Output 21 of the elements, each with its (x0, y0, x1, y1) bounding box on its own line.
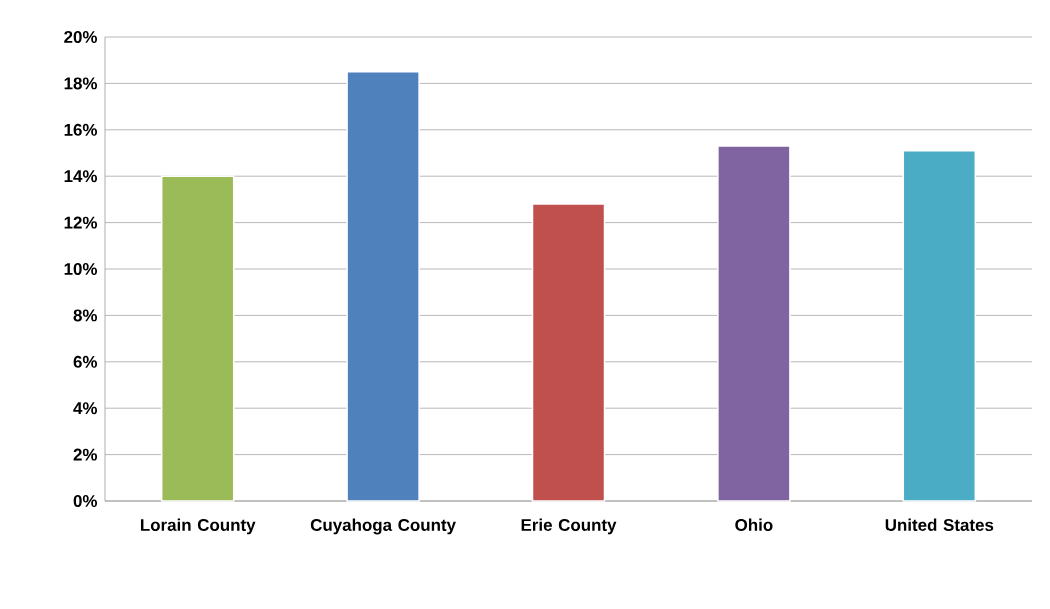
bar (902, 149, 977, 502)
x-tick-label: Cuyahoga County (310, 518, 456, 535)
y-tick-label: 6% (73, 355, 98, 368)
x-tick-label: Ohio (735, 518, 773, 531)
y-tick-label: 18% (64, 77, 98, 90)
y-tick-label: 8% (73, 309, 98, 322)
y-tick-label: 20% (64, 31, 98, 43)
y-tick-label: 10% (64, 263, 98, 275)
bar (717, 145, 791, 502)
y-tick-label: 2% (73, 448, 98, 461)
y-tick-label: 12% (64, 216, 98, 229)
y-tick-label: 14% (64, 170, 98, 183)
bar (531, 203, 606, 502)
y-tick-label: 4% (73, 402, 98, 415)
x-tick-label: Lorain County (140, 518, 256, 535)
x-tick-label: United States (885, 518, 994, 531)
bar (160, 175, 235, 502)
y-tick-label: 0% (73, 495, 98, 507)
bar (346, 71, 420, 502)
y-tick-label: 16% (64, 123, 98, 136)
x-tick-label: Erie County (521, 518, 617, 535)
